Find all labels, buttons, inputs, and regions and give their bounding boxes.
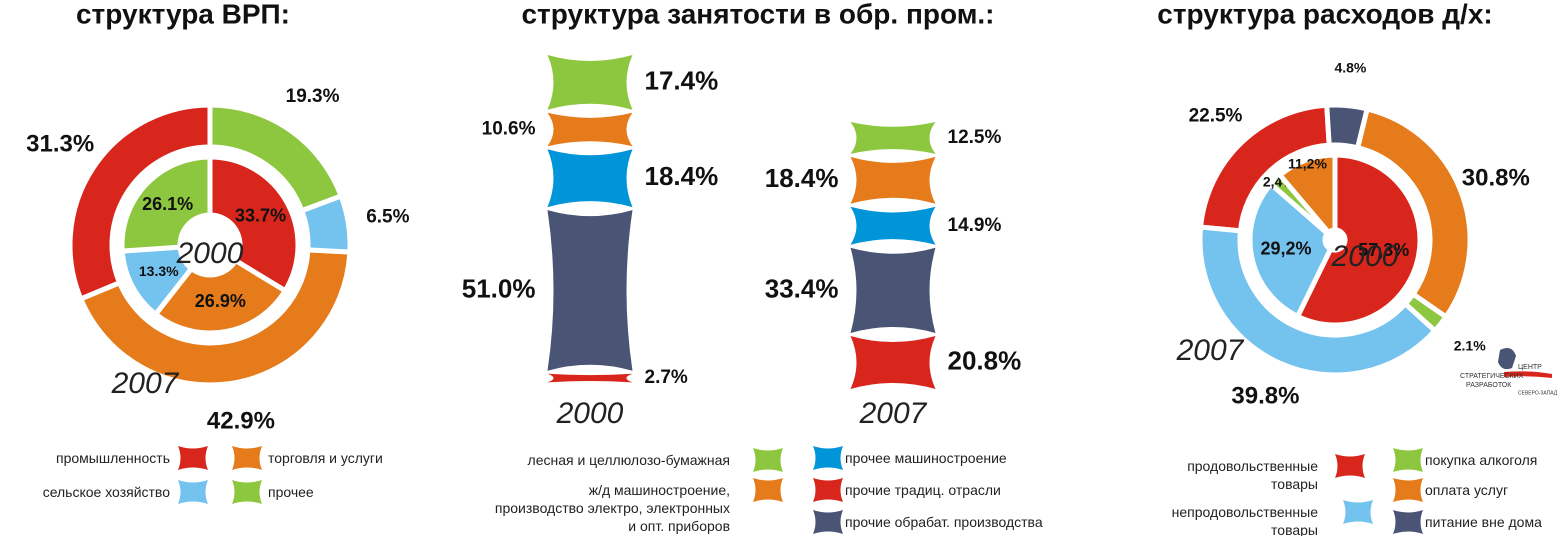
logo-text: РАЗРАБОТОК (1466, 382, 1512, 389)
bar (547, 149, 633, 208)
value-label: 17.4% (645, 65, 719, 95)
legend-swatch (753, 448, 783, 472)
donut-segment (77, 247, 353, 388)
value-label: 2.7% (645, 367, 688, 388)
bar (850, 122, 936, 154)
donut-segment (1294, 152, 1423, 328)
legend-swatch (232, 480, 262, 504)
logo-text: СТРАТЕГИЧЕСКИХ (1460, 373, 1524, 380)
legend-swatch (753, 478, 783, 502)
value-label: 26.9% (195, 291, 246, 311)
legend-label: прочее машиностроение (845, 450, 1007, 466)
value-label: 4.8% (1334, 59, 1366, 75)
donut-segment (1324, 102, 1371, 151)
legend-swatch (1393, 478, 1423, 502)
legend-label: ж/д машиностроение, производство электро… (494, 482, 730, 534)
legend-label: питание вне дома (1425, 514, 1542, 530)
legend-label: непродовольственные товары (1171, 504, 1318, 536)
value-label: 20.8% (948, 345, 1022, 375)
legend-label: лесная и целлюлозо-бумажная (527, 452, 730, 468)
legend-swatch (1393, 510, 1423, 534)
value-label: 57,3% (1358, 240, 1409, 260)
value-label: 33.4% (765, 273, 839, 303)
series-label: 2000 (1331, 240, 1399, 273)
x-tick-label: 2000 (556, 397, 624, 430)
value-label: 6.5% (366, 206, 409, 227)
value-label: 39.8% (1231, 383, 1299, 410)
legend-label: прочие обрабат. производства (845, 514, 1043, 530)
legend-swatch (813, 510, 843, 534)
chart-title: структура занятости в обр. пром.: (521, 0, 994, 29)
value-label: 18.4% (765, 163, 839, 193)
legend-swatch (1393, 448, 1423, 472)
logo-text: ЦЕНТР (1518, 364, 1542, 371)
value-label: 19.3% (286, 86, 340, 107)
value-label: 29,2% (1260, 239, 1311, 259)
donut-segment (1354, 105, 1473, 321)
logo: ЦЕНТР СТРАТЕГИЧЕСКИХ РАЗРАБОТОК СЕВЕРО-З… (1460, 348, 1558, 396)
bar (850, 206, 936, 245)
donut-segment (207, 154, 301, 295)
series-label: 2000 (176, 237, 244, 270)
bar (850, 156, 936, 204)
logo-mark (1504, 371, 1552, 378)
legend-label: оплата услуг (1425, 482, 1509, 498)
value-label: 51.0% (462, 273, 536, 303)
legend-label: прочее (268, 484, 314, 500)
bar (547, 112, 633, 147)
donut-segment (1247, 180, 1334, 320)
value-label: 31.3% (26, 131, 94, 158)
legend-label: прочие традиц. отрасли (845, 482, 1001, 498)
series-label: 2007 (1176, 334, 1245, 367)
value-label: 12.5% (948, 127, 1002, 148)
legend-swatch (232, 446, 262, 470)
value-label: 30.8% (1462, 164, 1530, 191)
donut-segment (119, 154, 213, 254)
legend-swatch (1335, 454, 1365, 478)
chart-title: структура расходов д/х: (1157, 0, 1492, 29)
value-label: 26.1% (142, 194, 193, 214)
donut-segment (1276, 152, 1338, 236)
value-label: 33.7% (235, 205, 286, 225)
series-label: 2007 (111, 367, 180, 400)
value-label: 10.6% (482, 119, 536, 140)
logo-mark (1498, 348, 1516, 370)
legend-label: продовольственные товары (1187, 458, 1318, 492)
donut-segment (1197, 224, 1439, 378)
value-label: 42.9% (207, 408, 275, 435)
x-tick-label: 2007 (859, 397, 928, 430)
bar (850, 247, 936, 333)
chart-title: структура ВРП: (76, 0, 290, 29)
logo-text: СЕВЕРО-ЗАПАД (1518, 390, 1558, 396)
donut-segment (207, 102, 345, 214)
value-label: 22.5% (1189, 105, 1243, 126)
value-label: 11,2% (1288, 156, 1327, 172)
donut-segment (298, 192, 353, 255)
legend-swatch (813, 446, 843, 470)
value-label: 13.3% (139, 263, 179, 279)
legend-label: торговля и услуги (268, 450, 383, 466)
bar (547, 210, 633, 371)
legend-swatch (1343, 500, 1373, 524)
legend-swatch (813, 478, 843, 502)
bar (850, 335, 936, 389)
legend-label: сельское хозяйство (42, 484, 170, 500)
bar (547, 373, 633, 383)
donut-segment (152, 257, 289, 336)
value-label: 2.1% (1454, 338, 1486, 354)
legend-label: промышленность (56, 450, 170, 466)
value-label: 18.4% (645, 161, 719, 191)
legend-swatch (178, 480, 208, 504)
value-label: 14.9% (948, 215, 1002, 236)
legend-label: покупка алкоголя (1425, 452, 1538, 468)
legend-swatch (178, 446, 208, 470)
bar (547, 55, 633, 110)
